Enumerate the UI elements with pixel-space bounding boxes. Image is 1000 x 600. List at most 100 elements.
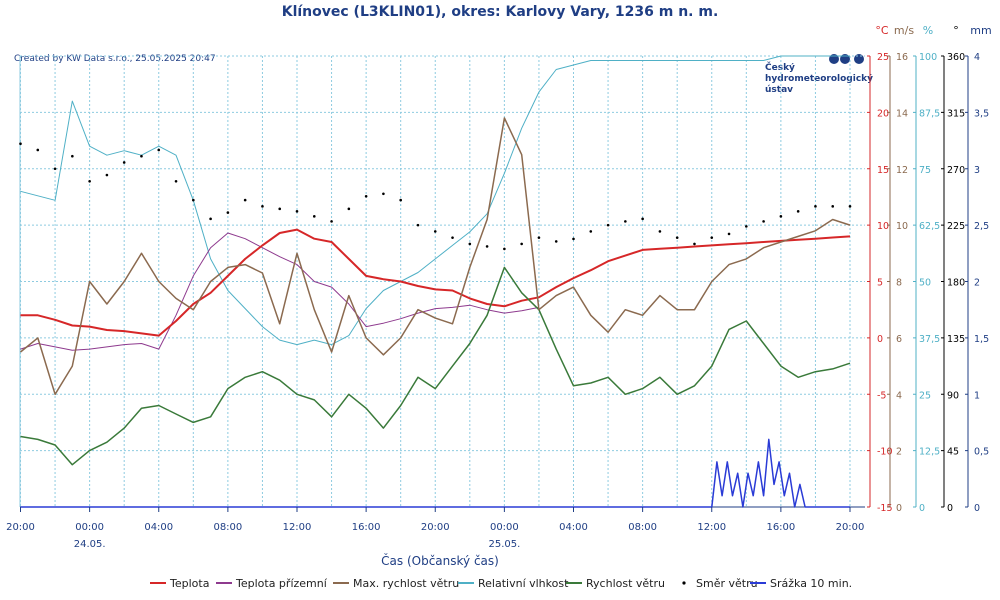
y-tick-label: 15: [877, 165, 889, 176]
wind-direction-point: [537, 236, 541, 239]
y-tick-label: 4: [896, 390, 902, 401]
legend-label: Směr větru: [696, 577, 758, 590]
y-tick-label: 12: [896, 165, 908, 176]
y-tick-label: 14: [896, 108, 908, 119]
logo-dot: [854, 54, 864, 64]
logo-line: ústav: [765, 85, 793, 95]
wind-direction-point: [675, 236, 679, 239]
x-tick-label: 20:00: [836, 522, 865, 533]
legend: Teplota Teplota přízemní Max. rychlost vět…: [150, 577, 852, 590]
y-tick-label: 37,5: [919, 334, 940, 345]
y-tick-label: 25: [877, 52, 889, 63]
y-tick-label: 90: [947, 390, 959, 401]
wind-direction-point: [554, 240, 558, 243]
y-tick-label: -5: [877, 390, 886, 401]
wind-direction-point: [848, 205, 852, 208]
y-tick-label: 10: [877, 221, 889, 232]
logo-line: hydrometeorologický: [765, 74, 873, 84]
y-tick-label: 50: [919, 278, 931, 289]
x-tick-label: 08:00: [213, 522, 242, 533]
y-tick-label: 180: [947, 278, 965, 289]
wind-direction-point: [658, 230, 662, 233]
axis-unit: mm: [970, 24, 991, 37]
y-tick-label: -10: [877, 447, 893, 458]
wind-direction-point: [261, 205, 264, 208]
wind-direction-point: [36, 148, 40, 152]
wind-direction-point: [174, 179, 178, 183]
wind-direction-point: [745, 225, 748, 228]
wind-direction-point: [243, 198, 247, 202]
axes: -15-10-50510152025°C0246810121416m/s012,…: [867, 24, 992, 514]
wind-direction-point: [451, 236, 454, 239]
wind-direction-point: [693, 242, 696, 246]
wind-direction-point: [19, 142, 22, 145]
series-layer: [19, 55, 852, 508]
wind-direction-point: [295, 210, 299, 213]
wind-direction-point: [468, 242, 472, 246]
y-tick-label: 2: [974, 278, 980, 289]
y-tick-label: 270: [947, 165, 965, 176]
x-tick-label: 00:00: [75, 522, 104, 533]
date-label: 25.05.: [488, 539, 520, 550]
wind-direction-point: [382, 192, 385, 196]
legend-label: Relativní vlhkost: [478, 577, 569, 590]
legend-label: Teplota přízemní: [235, 577, 328, 590]
series-line: [20, 438, 850, 508]
y-tick-label: 0: [877, 334, 883, 345]
x-tick-label: 16:00: [766, 522, 795, 533]
wind-direction-point: [88, 179, 91, 183]
y-tick-label: 20: [877, 108, 889, 119]
wind-direction-point: [796, 210, 800, 213]
y-tick-label: 0: [919, 503, 925, 514]
legend-label: Srážka 10 min.: [770, 577, 852, 590]
y-tick-label: 8: [896, 278, 902, 289]
wind-direction-point: [606, 223, 610, 227]
y-tick-label: -15: [877, 503, 893, 514]
grid: [19, 55, 865, 508]
y-tick-label: 3: [974, 165, 980, 176]
x-tick-label: 20:00: [6, 522, 35, 533]
y-tick-label: 135: [947, 334, 965, 345]
wind-direction-point: [641, 217, 644, 221]
wind-direction-point: [433, 230, 437, 233]
y-tick-label: 1: [974, 390, 980, 401]
y-tick-label: 3,5: [974, 108, 989, 119]
y-tick-label: 225: [947, 221, 965, 232]
credit-text: Created by KW Data s.r.o., 25.05.2025 20…: [14, 54, 216, 64]
date-label: 24.05.: [74, 539, 106, 550]
axis-unit: °: [953, 24, 959, 37]
y-tick-label: 0: [947, 503, 953, 514]
y-tick-label: 10: [896, 221, 908, 232]
wind-direction-point: [416, 223, 420, 227]
wind-direction-point: [520, 242, 523, 246]
y-tick-label: 2,5: [974, 221, 989, 232]
axis-unit: m/s: [894, 24, 914, 37]
x-tick-label: 12:00: [697, 522, 726, 533]
wind-direction-point: [572, 237, 575, 241]
x-tick-label: 04:00: [144, 522, 173, 533]
y-tick-label: 0,5: [974, 447, 989, 458]
series-line: [20, 117, 851, 396]
legend-label: Teplota: [169, 577, 209, 590]
series-line: [20, 266, 851, 466]
y-tick-label: 1,5: [974, 334, 989, 345]
wind-direction-point: [226, 211, 230, 214]
wind-direction-point: [192, 198, 195, 202]
y-tick-label: 315: [947, 108, 965, 119]
axis-unit: °C: [875, 24, 889, 37]
wind-direction-point: [762, 220, 765, 223]
legend-label: Max. rychlost větru: [353, 577, 459, 590]
y-tick-label: 6: [896, 334, 902, 345]
wind-direction-point: [347, 207, 351, 211]
series-line: [20, 232, 539, 351]
x-tick-label: 04:00: [559, 522, 588, 533]
wind-direction-point: [330, 220, 333, 223]
wind-direction-point: [105, 173, 109, 177]
y-tick-label: 2: [896, 447, 902, 458]
y-tick-label: 62,5: [919, 221, 940, 232]
wind-direction-point: [779, 215, 783, 218]
legend-label: Rychlost větru: [586, 577, 665, 590]
wind-direction-point: [485, 245, 489, 248]
series-line: [20, 228, 851, 337]
